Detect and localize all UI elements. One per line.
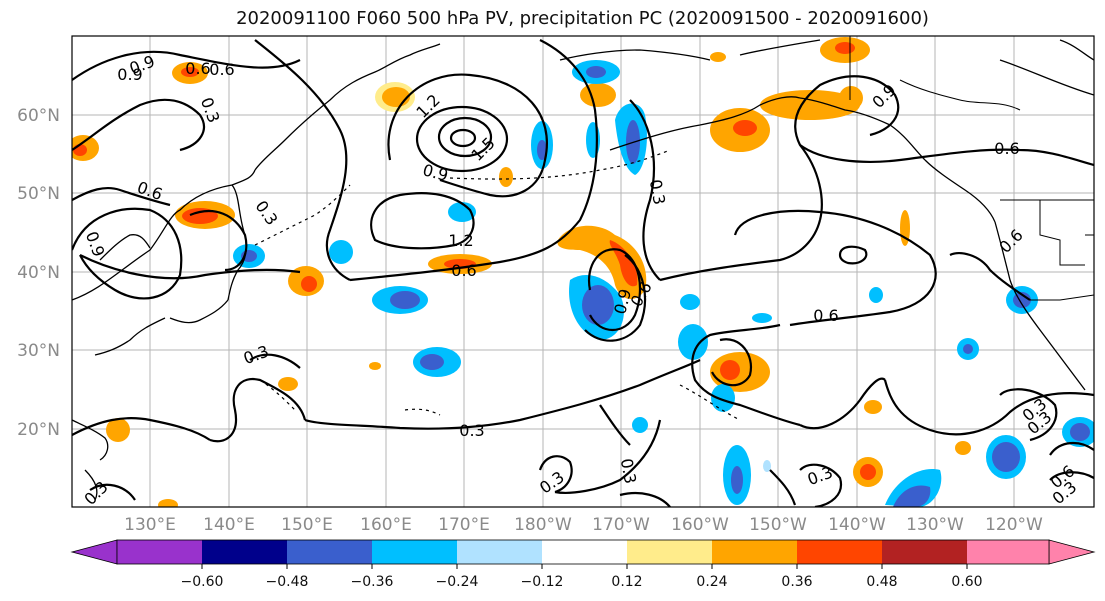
- lon-label: 120°W: [985, 515, 1043, 535]
- lon-label: 140°W: [828, 515, 886, 535]
- colorbar-label: 0.48: [866, 574, 897, 590]
- colorbar-segment: [542, 540, 627, 564]
- lat-label: 20°N: [17, 420, 60, 440]
- political-boundaries: [849, 36, 1094, 301]
- coastlines: [72, 39, 1094, 501]
- lon-label: 180°W: [514, 515, 572, 535]
- colorbar-segment: [117, 540, 202, 564]
- lon-label: 150°E: [281, 515, 333, 535]
- colorbar-extend-right: [1048, 539, 1096, 565]
- colorbar-label: 0.60: [951, 574, 982, 590]
- precip-negative-shading: [233, 60, 1094, 507]
- lat-label: 60°N: [17, 106, 60, 126]
- colorbar-label: −0.36: [351, 574, 394, 590]
- contour-label: 0.3: [459, 421, 484, 440]
- colorbar-segment: [797, 540, 882, 564]
- contour-label: 0.6: [994, 139, 1019, 158]
- colorbar-segment: [882, 540, 967, 564]
- colorbar-label: −0.60: [181, 574, 224, 590]
- lon-label: 160°W: [671, 515, 729, 535]
- lon-label: 170°W: [592, 515, 650, 535]
- map-title: 2020091100 F060 500 hPa PV, precipitatio…: [236, 8, 929, 29]
- colorbar-segment: [457, 540, 542, 564]
- contour-label: 0.3: [646, 178, 669, 206]
- colorbar-extend-left: [70, 539, 118, 565]
- lat-label: 50°N: [17, 184, 60, 204]
- lon-label: 140°E: [203, 515, 255, 535]
- colorbar-segment: [202, 540, 287, 564]
- colorbar-outline: [116, 539, 1050, 565]
- colorbar-label: −0.12: [521, 574, 564, 590]
- contour-label: 0.6: [185, 59, 210, 78]
- contour-label: 0.6: [813, 306, 838, 325]
- lon-label: 160°E: [360, 515, 412, 535]
- contour-label: 1.2: [448, 231, 473, 250]
- colorbar-label: −0.24: [436, 574, 479, 590]
- lon-label: 150°W: [749, 515, 807, 535]
- contour-label: 0.6: [209, 60, 234, 79]
- lat-label: 30°N: [17, 341, 60, 361]
- colorbar-segment: [627, 540, 712, 564]
- colorbar: −0.60 −0.48 −0.36 −0.24 −0.12 0.12 0.24 …: [70, 539, 1096, 590]
- lat-label: 40°N: [17, 263, 60, 283]
- colorbar-label: 0.12: [611, 574, 642, 590]
- contour-label: 0.9: [117, 65, 142, 84]
- lon-label: 130°W: [906, 515, 964, 535]
- contour-label: 0.3: [617, 457, 640, 485]
- colorbar-segment: [287, 540, 372, 564]
- lon-label: 170°E: [438, 515, 490, 535]
- colorbar-label: 0.24: [696, 574, 727, 590]
- latitude-labels: 60°N 50°N 40°N 30°N 20°N: [17, 106, 60, 440]
- colorbar-segment: [967, 540, 1049, 564]
- contour-label: 0.6: [451, 261, 476, 280]
- longitude-labels: 130°E 140°E 150°E 160°E 170°E 180°W 170°…: [124, 515, 1043, 535]
- colorbar-label: −0.48: [266, 574, 309, 590]
- colorbar-segment: [372, 540, 457, 564]
- colorbar-label: 0.36: [781, 574, 812, 590]
- map-frame: [71, 35, 1095, 508]
- colorbar-segment: [712, 540, 797, 564]
- lon-label: 130°E: [124, 515, 176, 535]
- pv-contours: [72, 39, 1094, 507]
